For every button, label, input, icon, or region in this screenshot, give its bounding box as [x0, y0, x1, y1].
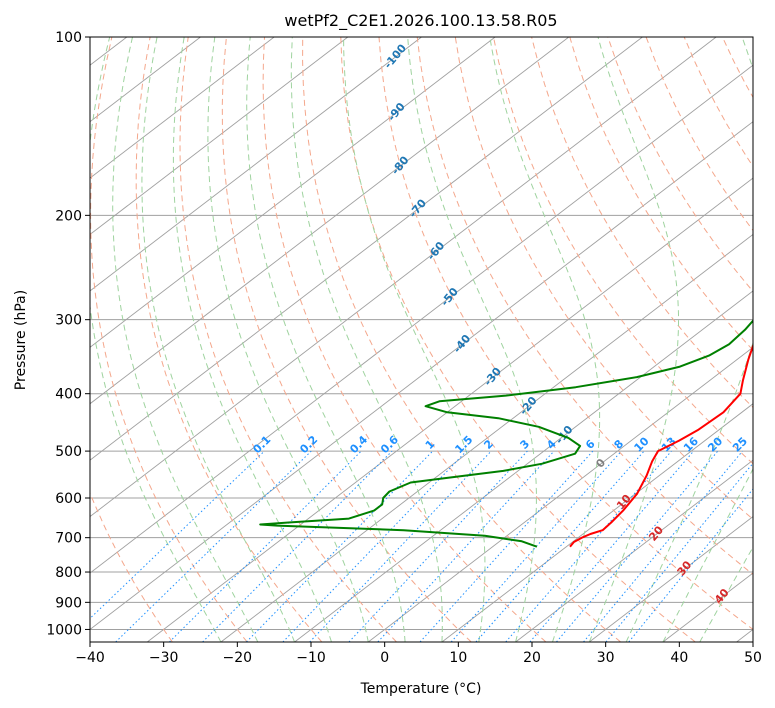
moist-adiabat-line — [141, 37, 296, 642]
moist-adiabat-line — [489, 37, 601, 642]
isotherm-line — [90, 37, 496, 348]
dry-adiabat-line — [90, 37, 248, 642]
mixing-ratio-line — [475, 450, 645, 642]
isotherm-line — [515, 459, 753, 642]
y-tick-label: 100 — [55, 30, 82, 46]
moist-adiabat-line — [207, 37, 369, 642]
x-tick-label: −10 — [296, 650, 326, 666]
mixing-ratio-line — [605, 462, 753, 642]
y-tick-label: 1000 — [46, 622, 82, 638]
x-tick-label: 30 — [597, 650, 615, 666]
moist-adiabat-line — [625, 37, 753, 642]
moist-adiabat-line — [246, 37, 406, 642]
isotherm-line — [368, 346, 753, 642]
dry-adiabat-line — [378, 37, 753, 631]
y-tick-label: 600 — [55, 491, 82, 507]
dry-adiabat-lines — [90, 37, 753, 642]
y-tick-label: 400 — [55, 387, 82, 403]
y-tick-label: 800 — [55, 565, 82, 581]
moist-adiabat-line — [90, 37, 222, 642]
moist-adiabat-lines — [90, 37, 753, 642]
mixing-ratio-line — [169, 450, 362, 642]
dry-adiabat-line — [90, 491, 173, 642]
isotherm-line — [90, 37, 717, 518]
isotherm-line — [90, 64, 753, 574]
x-tick-label: 0 — [380, 650, 389, 666]
x-tick-label: −20 — [223, 650, 253, 666]
y-tick-label: 500 — [55, 444, 82, 460]
moist-adiabat-line — [172, 37, 332, 642]
dry-adiabat-line — [340, 37, 696, 642]
isotherm-line — [294, 290, 753, 642]
dry-adiabat-line — [221, 37, 472, 642]
moist-adiabat-line — [407, 37, 537, 642]
isotherm-line — [147, 177, 753, 642]
x-tick-label: −30 — [149, 650, 179, 666]
mixing-ratio-lines — [90, 450, 753, 642]
moist-adiabat-line — [343, 37, 486, 642]
isotherm-line — [589, 516, 753, 642]
mixing-ratio-line — [202, 450, 393, 642]
dry-adiabat-line — [531, 37, 753, 409]
mixing-ratio-line — [556, 450, 719, 642]
dry-adiabat-line — [454, 37, 753, 520]
isotherm-line — [220, 233, 753, 642]
mixing-ratio-line — [419, 450, 594, 642]
moist-adiabat-line — [112, 37, 259, 642]
x-tick-label: 50 — [744, 650, 762, 666]
y-tick-label: 700 — [55, 531, 82, 547]
mixing-ratio-line — [115, 450, 312, 642]
mixing-ratio-line — [583, 450, 743, 642]
y-tick-label: 900 — [55, 595, 82, 611]
mixing-ratio-line — [377, 450, 555, 642]
y-axis-ticks: 100 200 300 400 500 600 700 800 900 1000 — [46, 30, 90, 638]
moist-adiabat-line — [290, 37, 443, 642]
dry-adiabat-line — [135, 37, 323, 642]
chart-title: wetPf2_C2E1.2026.100.13.58.R05 — [284, 11, 557, 31]
x-axis-ticks: −40 −30 −20 −10 0 10 20 30 40 50 — [75, 642, 762, 666]
isotherm-line — [90, 37, 643, 461]
moist-adiabat-line — [662, 467, 753, 642]
x-tick-label: −40 — [75, 650, 105, 666]
moist-adiabat-line — [588, 37, 679, 642]
isotherm-line — [90, 37, 422, 292]
x-axis-label: Temperature (°C) — [360, 681, 482, 697]
mixing-ratio-line — [246, 450, 434, 642]
mixing-ratio-line — [282, 450, 467, 642]
dry-adiabat-line — [302, 37, 621, 642]
y-axis-label: Pressure (hPa) — [13, 290, 29, 390]
dry-adiabat-line — [493, 37, 753, 465]
x-tick-label: 10 — [449, 650, 467, 666]
mixing-ratio-line — [450, 450, 622, 642]
x-tick-label: 20 — [523, 650, 541, 666]
dry-adiabat-line — [569, 37, 753, 351]
y-tick-label: 200 — [55, 208, 82, 224]
sounding-series — [259, 319, 753, 548]
y-tick-label: 300 — [55, 313, 82, 329]
plot-frame — [89, 36, 754, 643]
x-tick-label: 40 — [670, 650, 688, 666]
isotherm-line — [90, 37, 275, 179]
isotherm-line — [90, 37, 349, 236]
isotherm-line — [90, 37, 570, 405]
dewpoint-line — [259, 319, 753, 548]
isotherm-line — [90, 121, 753, 631]
mixing-ratio-label: 30 — [751, 434, 771, 454]
temperature-line — [569, 343, 753, 548]
mixing-ratio-line — [628, 488, 753, 642]
